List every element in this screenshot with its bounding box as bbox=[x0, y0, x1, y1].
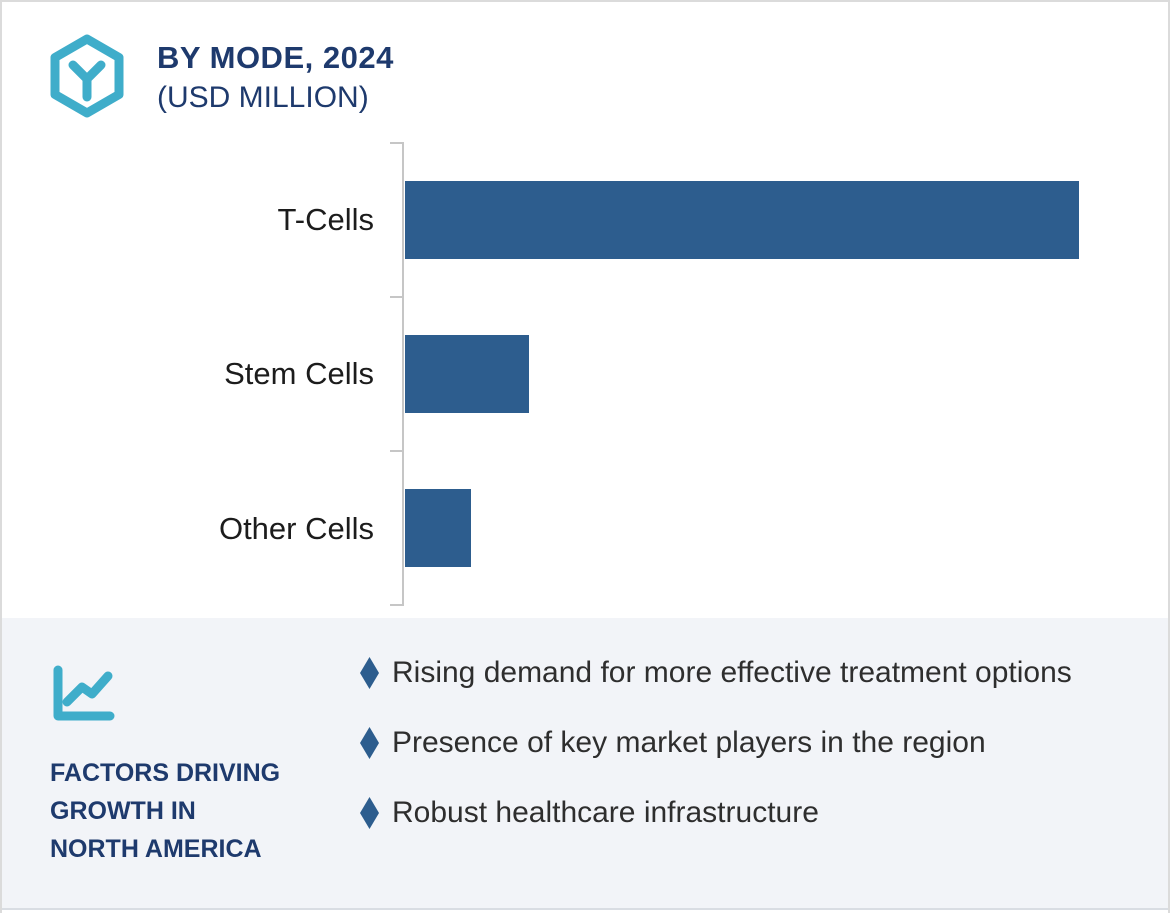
list-item: Robust healthcare infrastructure bbox=[360, 790, 1120, 836]
factors-heading: FACTORS DRIVING GROWTH IN NORTH AMERICA bbox=[50, 754, 280, 868]
factors-heading-line: NORTH AMERICA bbox=[50, 835, 262, 863]
chart-header: BY MODE, 2024 (USD MILLION) bbox=[157, 40, 394, 115]
category-label-t-cells: T-Cells bbox=[277, 202, 374, 237]
factors-heading-line: FACTORS DRIVING bbox=[50, 759, 281, 787]
bar-other-cells bbox=[405, 489, 471, 567]
list-item: Presence of key market players in the re… bbox=[360, 720, 1120, 766]
axis-tick bbox=[390, 296, 403, 298]
diamond-bullet-icon bbox=[360, 657, 379, 689]
diamond-bullet-icon bbox=[360, 727, 379, 759]
chart-subtitle: (USD MILLION) bbox=[157, 81, 369, 114]
axis-tick bbox=[390, 142, 403, 144]
category-label-stem-cells: Stem Cells bbox=[224, 356, 374, 391]
trend-line-chart-icon bbox=[53, 665, 115, 721]
diamond-bullet-icon bbox=[360, 797, 379, 829]
factor-text: Robust healthcare infrastructure bbox=[392, 796, 819, 829]
chart-title: BY MODE, 2024 bbox=[157, 40, 394, 75]
factors-list: Rising demand for more effective treatme… bbox=[360, 650, 1120, 860]
factor-text: Rising demand for more effective treatme… bbox=[392, 656, 1072, 689]
list-item: Rising demand for more effective treatme… bbox=[360, 650, 1120, 696]
bar-stem-cells bbox=[405, 335, 529, 413]
category-axis-line bbox=[402, 142, 404, 606]
factors-heading-line: GROWTH IN bbox=[50, 797, 196, 825]
hexagon-y-logo-icon bbox=[50, 34, 124, 118]
axis-tick bbox=[390, 604, 403, 606]
bar-t-cells bbox=[405, 181, 1079, 259]
axis-tick bbox=[390, 450, 403, 452]
factors-panel: FACTORS DRIVING GROWTH IN NORTH AMERICA … bbox=[2, 618, 1168, 910]
factor-text: Presence of key market players in the re… bbox=[392, 726, 986, 759]
category-label-other-cells: Other Cells bbox=[218, 511, 374, 546]
